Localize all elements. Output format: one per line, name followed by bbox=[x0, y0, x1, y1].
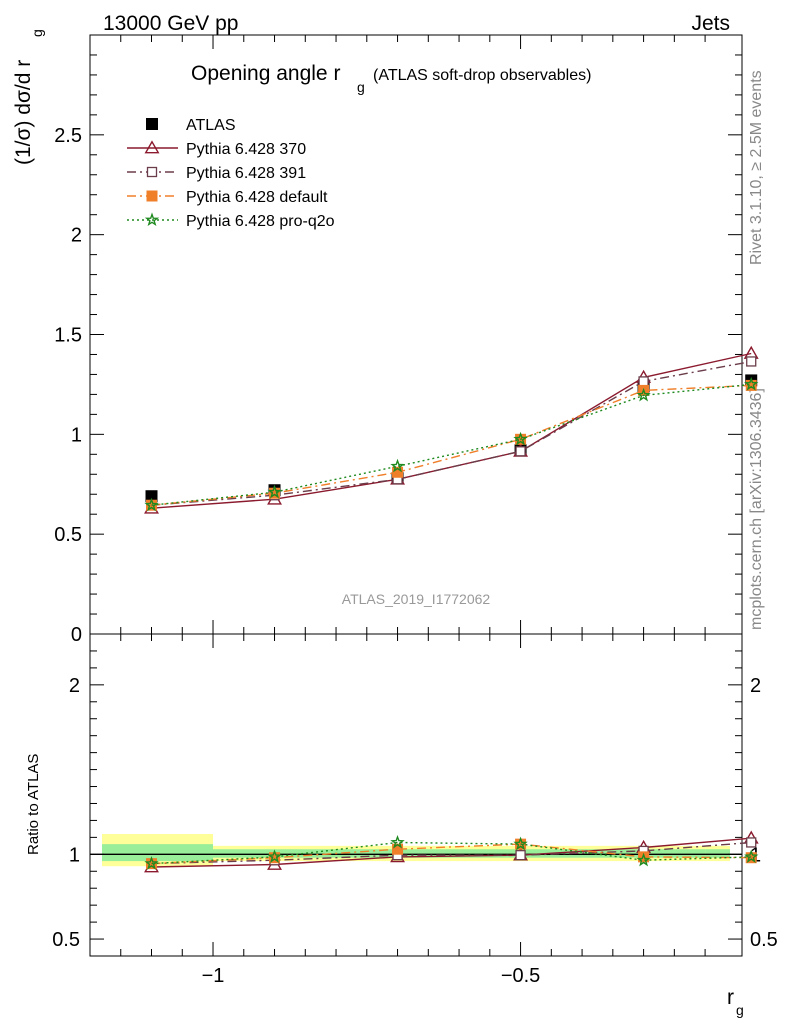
main-series-4 bbox=[144, 376, 759, 512]
main-data-point bbox=[515, 446, 526, 457]
main-series-1 bbox=[144, 345, 759, 514]
header-process-label: Jets bbox=[691, 12, 730, 35]
analysis-id-label: ATLAS_2019_I1772062 bbox=[342, 591, 491, 607]
legend-label: Pythia 6.428 pro-q2o bbox=[186, 213, 335, 230]
main-series-3 bbox=[146, 379, 757, 511]
mcplots-label: mcplots.cern.ch [arXiv:1306.3436] bbox=[748, 388, 765, 630]
ratio-series-line bbox=[151, 837, 752, 868]
main-series-2 bbox=[146, 356, 757, 511]
ratio-ytick-labels: 0.50.51122 bbox=[52, 675, 778, 951]
main-data-point bbox=[746, 356, 757, 367]
ratio-ylabel: Ratio to ATLAS bbox=[25, 754, 42, 855]
ratio-xlabel-text: r bbox=[727, 986, 734, 1009]
legend-marker bbox=[146, 166, 158, 178]
main-data-point bbox=[638, 376, 649, 387]
legend-label: ATLAS bbox=[186, 117, 236, 134]
ratio-data-point bbox=[636, 852, 651, 867]
ratio-xlabel-sub: g bbox=[736, 1002, 744, 1018]
legend-item: Pythia 6.428 370 bbox=[127, 140, 306, 158]
legend-item: ATLAS bbox=[146, 117, 236, 134]
title-main-text: Opening angle r bbox=[191, 62, 340, 85]
legend-label: Pythia 6.428 default bbox=[186, 189, 328, 206]
main-ytick-label: 0 bbox=[71, 624, 82, 646]
main-ytick-label: 2.5 bbox=[54, 125, 82, 147]
legend-marker bbox=[144, 212, 160, 227]
ratio-panel-frame bbox=[89, 633, 743, 957]
main-data-point bbox=[390, 458, 405, 473]
ratio-ytick-label-right: 0.5 bbox=[750, 929, 778, 951]
ratio-band-green bbox=[102, 844, 214, 862]
legend: ATLAS Pythia 6.428 370 Pythia 6.428 391 Pyt… bbox=[127, 117, 335, 230]
ratio-series-3 bbox=[144, 835, 759, 870]
ratio-series-line bbox=[151, 843, 752, 865]
ratio-xtick-labels: −1 −0.5 bbox=[202, 965, 541, 987]
main-ylabel-text: (1/σ) dσ/d r bbox=[12, 60, 35, 165]
header-beam-label: 13000 GeV pp bbox=[103, 12, 238, 35]
main-ylabel-sub: g bbox=[29, 29, 45, 37]
ratio-ytick-label-right: 2 bbox=[750, 675, 761, 697]
legend-item: Pythia 6.428 default bbox=[127, 189, 328, 206]
rivet-version-label: Rivet 3.1.10, ≥ 2.5M events bbox=[748, 70, 765, 265]
main-data-point bbox=[267, 484, 282, 499]
ratio-ytick-label: 0.5 bbox=[52, 929, 80, 951]
ratio-data-point bbox=[267, 849, 282, 863]
main-ytick-labels: 0 0.5 1 1.5 2 2.5 bbox=[54, 125, 82, 646]
legend-marker bbox=[144, 140, 160, 154]
main-ticks bbox=[90, 35, 742, 635]
ratio-series-line bbox=[151, 841, 752, 865]
main-ytick-label: 1 bbox=[71, 424, 82, 446]
main-series bbox=[144, 345, 759, 514]
ratio-ytick-label: 1 bbox=[69, 844, 80, 866]
ratio-data-point bbox=[144, 855, 159, 870]
main-title: Opening angle r g (ATLAS soft-drop obser… bbox=[191, 62, 591, 95]
legend-item: Pythia 6.428 pro-q2o bbox=[127, 212, 335, 230]
title-note-text: (ATLAS soft-drop observables) bbox=[373, 67, 591, 84]
legend-item: Pythia 6.428 391 bbox=[127, 165, 306, 182]
legend-label: Pythia 6.428 370 bbox=[186, 141, 306, 158]
ratio-band-green bbox=[705, 849, 730, 858]
main-series-line bbox=[151, 360, 752, 506]
legend-label: Pythia 6.428 391 bbox=[186, 165, 306, 182]
ratio-xlabel: r g bbox=[727, 986, 744, 1018]
ratio-xtick-label: −1 bbox=[202, 965, 225, 987]
title-sub-text: g bbox=[357, 79, 365, 95]
ratio-series bbox=[144, 830, 759, 873]
ratio-data-point bbox=[515, 850, 526, 861]
ratio-xtick-label: −0.5 bbox=[501, 965, 540, 987]
ratio-ytick-label: 2 bbox=[69, 675, 80, 697]
ratio-data-point bbox=[744, 849, 759, 863]
main-ylabel: (1/σ) dσ/d r g bbox=[12, 29, 45, 165]
main-series-line bbox=[151, 352, 752, 509]
main-data-point bbox=[744, 376, 759, 391]
main-data-point bbox=[513, 431, 528, 446]
legend-marker bbox=[146, 190, 158, 202]
main-series-line bbox=[151, 383, 752, 506]
main-ytick-label: 1.5 bbox=[54, 325, 82, 347]
legend-marker bbox=[146, 118, 158, 130]
ratio-data-point bbox=[390, 835, 405, 849]
main-series-line bbox=[151, 384, 752, 506]
ratio-ticks bbox=[90, 634, 742, 956]
main-data-point bbox=[144, 497, 159, 512]
main-data-point bbox=[636, 387, 651, 402]
main-data-point bbox=[392, 466, 404, 478]
main-ytick-label: 2 bbox=[71, 225, 82, 247]
ratio-data-point bbox=[513, 836, 528, 851]
main-series-0 bbox=[145, 374, 758, 503]
ratio-data-point bbox=[746, 837, 757, 848]
main-ytick-label: 0.5 bbox=[54, 524, 82, 546]
